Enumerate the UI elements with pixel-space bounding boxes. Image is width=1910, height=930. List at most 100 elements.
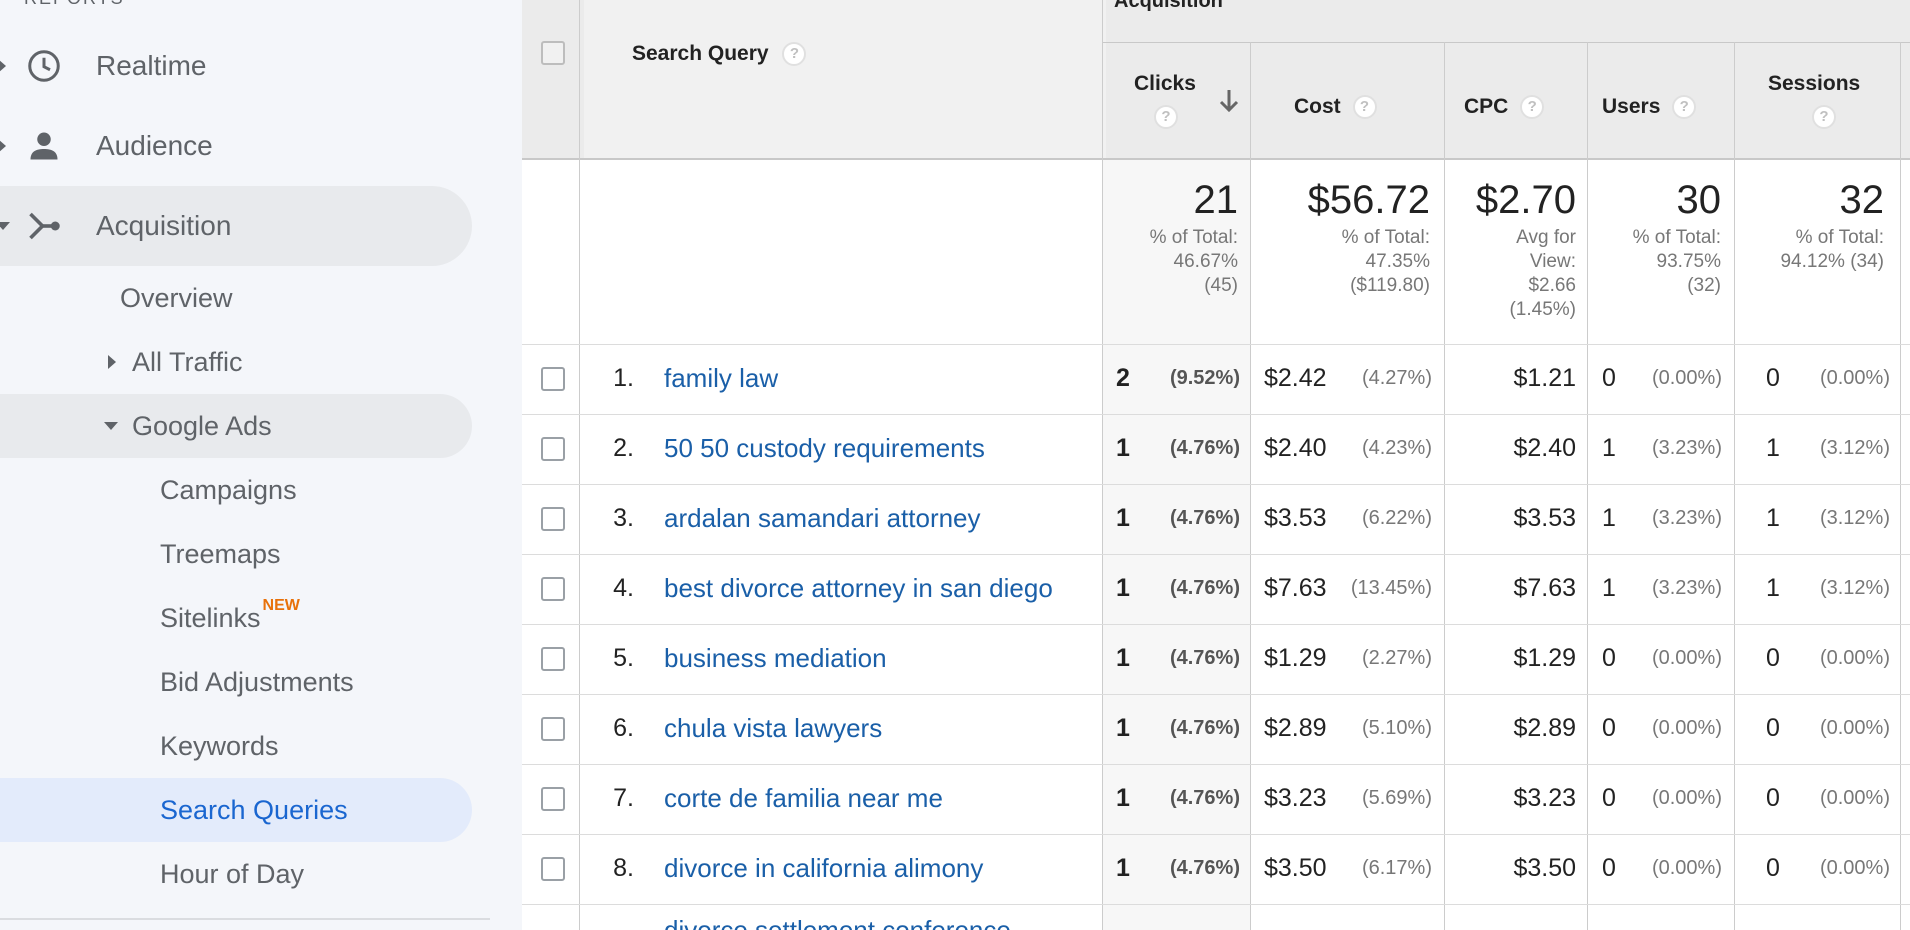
nav-label: Campaigns: [160, 474, 297, 505]
sessions-value: 1: [1766, 504, 1780, 532]
users-value: 0: [1602, 364, 1616, 392]
cpc-column-header[interactable]: CPC ?: [1464, 95, 1545, 120]
row-checkbox[interactable]: [541, 857, 565, 881]
row-divider: [522, 414, 1910, 415]
clicks-value: 1: [1116, 434, 1130, 462]
sessions-percent: (3.12%): [1819, 437, 1890, 459]
clicks-column-header[interactable]: Clicks: [1134, 72, 1196, 96]
group-header-divider: [1102, 42, 1910, 43]
nav-hour-of-day[interactable]: Hour of Day: [0, 842, 472, 906]
nav-bid-adjustments[interactable]: Bid Adjustments: [0, 650, 472, 714]
users-value: 0: [1602, 854, 1616, 882]
cpc-value: $3.53: [1513, 504, 1576, 532]
cpc-value: $1.21: [1513, 364, 1576, 392]
search-query-column-header[interactable]: Search Query ?: [632, 42, 807, 67]
partial-row-query-link[interactable]: divorce settlement conference: [664, 915, 1011, 930]
nav-keywords[interactable]: Keywords: [0, 714, 472, 778]
nav-label: Acquisition: [96, 210, 232, 241]
sort-descending-icon[interactable]: [1218, 88, 1240, 114]
search-query-link[interactable]: 50 50 custody requirements: [664, 433, 985, 463]
row-number: 4.: [613, 574, 634, 602]
help-icon[interactable]: ?: [1812, 105, 1836, 129]
select-all-checkbox[interactable]: [541, 41, 565, 65]
search-query-link[interactable]: family law: [664, 363, 779, 393]
users-value: 1: [1602, 504, 1616, 532]
row-checkbox[interactable]: [541, 647, 565, 671]
row-divider: [522, 834, 1910, 835]
row-divider: [522, 344, 1910, 345]
search-query-link[interactable]: corte de familia near me: [664, 783, 943, 813]
row-number: 6.: [613, 714, 634, 742]
cost-value: $2.89: [1264, 714, 1327, 742]
clicks-percent: (9.52%): [1169, 367, 1240, 389]
nav-overview[interactable]: Overview: [0, 266, 472, 330]
nav-sitelinks[interactable]: Sitelinks NEW: [0, 586, 472, 650]
row-divider: [522, 764, 1910, 765]
search-query-link[interactable]: divorce in california alimony: [664, 853, 984, 883]
row-checkbox[interactable]: [541, 507, 565, 531]
row-divider: [522, 694, 1910, 695]
row-checkbox[interactable]: [541, 577, 565, 601]
nav-label: Google Ads: [132, 410, 272, 441]
search-query-header-cell: [584, 0, 1106, 158]
column-header-label: Search Query: [632, 42, 769, 65]
cost-percent: (6.22%): [1361, 507, 1432, 529]
help-icon[interactable]: ?: [1672, 95, 1697, 120]
search-query-link[interactable]: chula vista lawyers: [664, 713, 883, 743]
row-checkbox[interactable]: [541, 787, 565, 811]
nav-acquisition[interactable]: Acquisition: [0, 186, 472, 266]
users-percent: (0.00%): [1651, 717, 1722, 739]
total-cpc-detail: Avg for View: $2.66 (1.45%): [1509, 227, 1576, 320]
cost-percent: (5.69%): [1361, 787, 1432, 809]
nav-search-queries[interactable]: Search Queries: [0, 778, 472, 842]
cost-value: $3.53: [1264, 504, 1327, 532]
row-checkbox[interactable]: [541, 437, 565, 461]
cpc-value: $1.29: [1513, 644, 1576, 672]
cpc-value: $3.23: [1513, 784, 1576, 812]
help-icon[interactable]: ?: [1352, 95, 1377, 120]
cost-value: $2.42: [1264, 364, 1327, 392]
search-query-link[interactable]: ardalan samandari attorney: [664, 503, 981, 533]
help-icon[interactable]: ?: [1520, 95, 1545, 120]
search-query-link[interactable]: business mediation: [664, 643, 887, 673]
nav-label: Sitelinks: [160, 602, 261, 633]
row-number: 5.: [613, 644, 634, 672]
nav-treemaps[interactable]: Treemaps: [0, 522, 472, 586]
help-icon[interactable]: ?: [782, 42, 807, 67]
users-percent: (3.23%): [1651, 507, 1722, 529]
total-users-detail: % of Total: 93.75% (32): [1632, 227, 1721, 296]
clicks-percent: (4.76%): [1169, 647, 1240, 669]
clicks-value: 2: [1116, 364, 1130, 392]
nav-campaigns[interactable]: Campaigns: [0, 458, 472, 522]
column-divider: [1734, 42, 1735, 930]
total-sessions-detail: % of Total: 94.12% (34): [1780, 227, 1884, 272]
nav-all-traffic[interactable]: All Traffic: [0, 330, 472, 394]
total-sessions-value: 32: [1839, 178, 1885, 222]
cost-value: $3.23: [1264, 784, 1327, 812]
total-clicks-detail: % of Total: 46.67% (45): [1149, 227, 1238, 296]
sessions-column-header[interactable]: Sessions: [1768, 72, 1860, 96]
cost-column-header[interactable]: Cost ?: [1294, 95, 1377, 120]
nav-google-ads[interactable]: Google Ads: [0, 394, 472, 458]
row-checkbox[interactable]: [541, 717, 565, 741]
cpc-value: $3.50: [1513, 854, 1576, 882]
help-icon[interactable]: ?: [1154, 105, 1178, 129]
report-table: Search Query ? Acquisition Clicks ? Cost…: [522, 0, 1910, 930]
sessions-percent: (0.00%): [1819, 857, 1890, 879]
users-value: 0: [1602, 714, 1616, 742]
sidebar-divider: [0, 918, 490, 920]
caret-down-icon: [0, 222, 10, 230]
users-column-header[interactable]: Users ?: [1602, 95, 1697, 120]
row-checkbox[interactable]: [541, 367, 565, 391]
column-divider: [1250, 42, 1251, 930]
column-header-label: Sessions: [1768, 72, 1861, 95]
sessions-value: 0: [1766, 644, 1780, 672]
nav-label: Audience: [96, 130, 213, 161]
users-percent: (0.00%): [1651, 787, 1722, 809]
users-percent: (0.00%): [1651, 647, 1722, 669]
nav-realtime[interactable]: Realtime: [0, 26, 472, 106]
clicks-percent: (4.76%): [1169, 857, 1240, 879]
search-query-link[interactable]: best divorce attorney in san diego: [664, 573, 1053, 603]
cpc-value: $2.40: [1513, 434, 1576, 462]
nav-audience[interactable]: Audience: [0, 106, 472, 186]
